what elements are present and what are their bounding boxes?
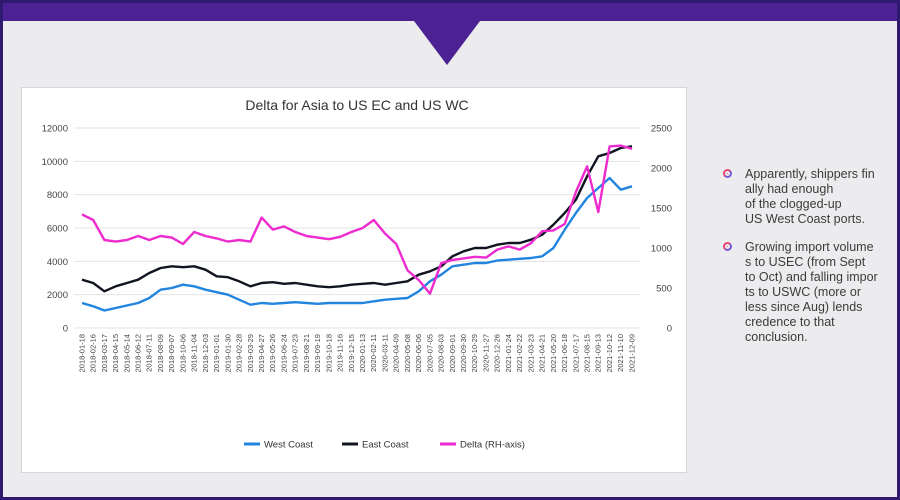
legend-label: Delta (RH-axis) [460,440,525,451]
bullet-ring-icon [723,242,732,251]
series-line-west-coast [81,176,633,312]
x-axis-tick-label: 2021-05-20 [549,334,558,372]
banner-arrow [3,3,897,65]
left-axis-tick-label: 12000 [42,124,68,135]
x-axis-tick-label: 2019-09-19 [313,334,322,372]
x-axis-tick-label: 2020-03-11 [380,334,389,372]
x-axis-tick-label: 2021-09-13 [594,334,603,372]
x-axis-tick-label: 2021-10-12 [605,334,614,372]
left-axis-tick-label: 8000 [47,190,68,201]
x-axis-tick-label: 2018-06-12 [134,334,143,372]
x-axis-tick-label: 2018-10-06 [178,334,187,372]
x-axis-tick-label: 2018-07-11 [145,334,154,372]
x-axis-tick-label: 2021-11-10 [616,334,625,372]
x-axis-tick-label: 2020-02-11 [369,334,378,372]
x-axis-tick-label: 2021-01-24 [504,334,513,372]
note-text: Growing import volume s to USEC (from Se… [745,240,878,344]
line-chart: Delta for Asia to US EC and US WC 0 2000 40… [42,97,672,451]
x-axis-tick-label: 2018-02-16 [89,334,98,372]
left-axis-tick-label: 0 [63,324,68,335]
x-axis-tick-label: 2019-05-26 [268,334,277,372]
x-axis-tick-label: 2020-05-08 [403,334,412,372]
x-axis-tick-label: 2020-06-06 [414,334,423,372]
x-axis-tick-label: 2019-10-18 [324,334,333,372]
x-axis-tick-label: 2021-08-15 [583,334,592,372]
x-axis-tick-label: 2020-07-05 [425,334,434,372]
x-axis-tick-label: 2019-01-01 [212,334,221,372]
left-axis-tick-label: 6000 [47,224,68,235]
x-axis-tick-label: 2019-02-28 [235,334,244,372]
x-axis-tick-label: 2018-12-03 [201,334,210,372]
chart-card: Delta for Asia to US EC and US WC 0 2000 40… [21,87,687,473]
series-line-delta-rh-axis [81,144,633,295]
x-axis-tick-label: 2019-12-15 [347,334,356,372]
x-axis-tick-label: 2020-09-01 [448,334,457,372]
series-line-east-coast [81,145,633,293]
note-item: Apparently, shippers fin ally had enough… [721,167,881,227]
right-axis-tick-label: 500 [656,284,672,295]
x-axis-tick-label: 2018-11-04 [190,334,199,372]
x-axis-tick-label: 2021-07-17 [571,334,580,372]
x-axis-tick-label: 2019-04-27 [257,334,266,372]
slide: Delta for Asia to US EC and US WC 0 2000 40… [3,3,897,497]
x-axis-tick-label: 2018-05-14 [122,334,131,372]
note-item: Growing import volume s to USEC (from Se… [721,240,881,345]
right-axis-tick-label: 0 [667,324,672,335]
x-axis-tick-label: 2021-04-21 [538,334,547,372]
x-axis-tick-label: 2020-10-29 [470,334,479,372]
x-axis-tick-label: 2018-03-17 [100,334,109,372]
bullet-ring-icon [723,169,732,178]
legend-label: West Coast [264,440,313,451]
x-axis-tick-label: 2021-02-22 [515,334,524,372]
x-axis-tick-label: 2018-01-18 [77,334,86,372]
x-axis-tick-label: 2019-06-24 [279,334,288,372]
right-axis-tick-label: 2000 [651,164,672,175]
x-axis-tick-label: 2021-06-18 [560,334,569,372]
x-axis-tick-label: 2020-09-30 [459,334,468,372]
x-axis-tick-label: 2018-04-15 [111,334,120,372]
chart-title: Delta for Asia to US EC and US WC [245,97,468,113]
x-axis-tick-label: 2020-08-03 [437,334,446,372]
x-axis-tick-label: 2018-09-07 [167,334,176,372]
x-axis-tick-label: 2021-03-23 [526,334,535,372]
x-axis-tick-label: 2021-12-09 [627,334,636,372]
x-axis-tick-label: 2019-03-29 [246,334,255,372]
left-axis-tick-label: 10000 [42,157,68,168]
legend-label: East Coast [362,440,409,451]
x-axis-tick-label: 2019-11-16 [336,334,345,372]
x-axis-tick-label: 2019-01-30 [223,334,232,372]
left-axis-tick-label: 2000 [47,290,68,301]
x-axis-tick-label: 2020-11-27 [481,334,490,372]
right-axis-tick-label: 1500 [651,204,672,215]
x-axis-tick-label: 2020-04-09 [392,334,401,372]
x-axis-tick-label: 2020-12-26 [493,334,502,372]
right-axis-tick-label: 1000 [651,244,672,255]
note-text: Apparently, shippers fin ally had enough… [745,167,875,226]
notes-panel: Apparently, shippers fin ally had enough… [721,167,881,358]
x-axis-tick-label: 2019-07-23 [291,334,300,372]
x-axis-tick-label: 2018-08-09 [156,334,165,372]
x-axis-tick-label: 2019-08-21 [302,334,311,372]
x-axis-tick-label: 2020-01-13 [358,334,367,372]
left-axis-tick-label: 4000 [47,257,68,268]
right-axis-tick-label: 2500 [651,124,672,135]
